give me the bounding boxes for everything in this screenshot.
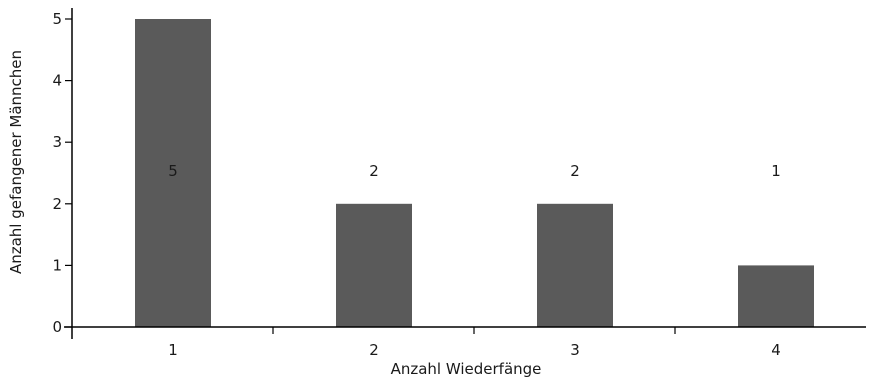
y-tick-label: 5 [52, 10, 62, 28]
bar-2 [336, 203, 412, 327]
data-label-3: 2 [570, 162, 580, 180]
x-tick-label-2: 2 [369, 341, 379, 359]
x-ticks: 1 2 3 4 [168, 327, 781, 359]
y-tick-label: 4 [52, 72, 62, 90]
data-labels: 5 2 2 1 [168, 162, 781, 180]
y-tick-label: 2 [52, 195, 62, 213]
y-axis-title: Anzahl gefangener Männchen [7, 50, 25, 274]
y-tick-label: 0 [52, 318, 62, 336]
x-tick-label-1: 1 [168, 341, 178, 359]
data-label-1: 5 [168, 162, 178, 180]
data-label-2: 2 [369, 162, 379, 180]
y-ticks: 0 1 2 3 4 5 [52, 10, 72, 336]
x-tick-label-3: 3 [570, 341, 580, 359]
bars-layer [135, 19, 814, 327]
bar-1 [135, 19, 211, 327]
bar-3 [537, 203, 613, 327]
y-tick-label: 1 [52, 256, 62, 274]
data-label-4: 1 [771, 162, 781, 180]
y-tick-label: 3 [52, 133, 62, 151]
x-tick-label-4: 4 [771, 341, 781, 359]
bar-4 [738, 265, 814, 327]
x-axis-title: Anzahl Wiederfänge [391, 360, 542, 378]
axes-layer [64, 8, 866, 339]
